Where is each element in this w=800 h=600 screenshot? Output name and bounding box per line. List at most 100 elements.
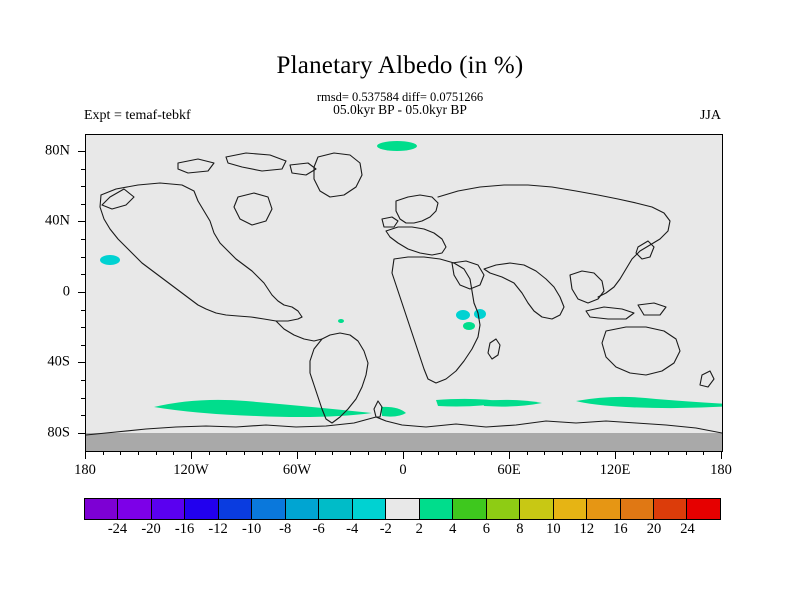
y-axis-label-40n: 40N	[45, 212, 70, 229]
coastline-central-america	[275, 320, 323, 342]
x-tick-minor	[580, 451, 581, 455]
coastline-south-america	[309, 332, 369, 424]
y-tick-minor	[81, 398, 85, 399]
colorbar-segment-9	[386, 499, 420, 519]
patch-brazil-coast	[338, 319, 344, 323]
x-tick-major-180w	[85, 451, 86, 459]
page-title: Planetary Albedo (in %)	[276, 52, 524, 79]
season-label: JJA	[699, 108, 721, 123]
colorbar-segment-7	[319, 499, 353, 519]
colorbar-label-neg20: -20	[141, 521, 161, 537]
colorbar-segment-13	[520, 499, 554, 519]
colorbar-segment-1	[118, 499, 152, 519]
colorbar-label-20: 20	[646, 521, 662, 537]
x-tick-minor	[562, 451, 563, 455]
x-tick-minor	[633, 451, 634, 455]
colorbar-segment-3	[185, 499, 219, 519]
x-tick-major-120w	[191, 451, 192, 459]
coastline-alaska	[101, 188, 135, 210]
x-tick-minor	[438, 451, 439, 455]
coastline-north-america-east	[100, 182, 303, 318]
x-tick-minor	[156, 451, 157, 455]
y-axis-label-80s: 80S	[47, 424, 70, 441]
x-tick-minor	[597, 451, 598, 455]
colorbar-segment-14	[553, 499, 588, 519]
coastline-arctic-archipelago	[225, 152, 287, 172]
x-tick-minor	[385, 451, 386, 455]
y-tick-major-40s	[78, 362, 85, 363]
coastline-hudson-bay	[233, 192, 273, 226]
x-axis-label-120w: 120W	[173, 462, 209, 478]
colorbar-segment-0	[85, 499, 119, 519]
coastline-madagascar	[487, 338, 501, 360]
colorbar-label-neg10: -10	[241, 521, 262, 537]
coastline-british-isles	[381, 216, 399, 228]
coastline-australia	[601, 326, 681, 376]
coastline-asia-north	[437, 184, 671, 298]
colorbar-label-10: 10	[546, 521, 561, 537]
colorbar-segment-12	[486, 499, 521, 519]
coastline-arabia	[451, 260, 485, 290]
coastline-north-america-west	[99, 194, 303, 322]
y-tick-minor	[81, 310, 85, 311]
x-tick-minor	[332, 451, 333, 455]
y-tick-minor	[81, 415, 85, 416]
colorbar-label-neg2: -2	[379, 521, 392, 537]
coastline-arctic-islands-east	[289, 162, 317, 176]
statistics-subtitle: rmsd= 0.537584 diff= 0.0751266	[316, 90, 484, 104]
patch-africa-east	[474, 309, 486, 319]
patch-southern-ocean-australia	[576, 396, 722, 409]
data-patches	[100, 141, 722, 417]
coastline-antarctica	[86, 416, 722, 436]
y-tick-minor	[81, 257, 85, 258]
colorbar-segment-8	[352, 499, 387, 519]
x-tick-minor	[103, 451, 104, 455]
coastline-southeast-asia	[569, 270, 605, 304]
period-subtitle: 05.0kyr BP - 05.0kyr BP	[333, 102, 467, 117]
x-tick-minor	[421, 451, 422, 455]
colorbar-segment-15	[587, 499, 621, 519]
world-map-svg	[86, 135, 722, 451]
coastline-antarctic-peninsula	[373, 400, 383, 418]
y-axis-label-0: 0	[62, 283, 70, 300]
x-tick-minor	[544, 451, 545, 455]
coastline-new-guinea	[637, 302, 667, 316]
coastline-greenland	[313, 152, 363, 198]
x-tick-major-180e	[721, 451, 722, 459]
experiment-label: Expt = temaf-tebkf	[84, 108, 191, 123]
coastline-scandinavia	[395, 194, 439, 224]
x-axis-label-0: 0	[399, 462, 407, 478]
x-tick-minor	[350, 451, 351, 455]
y-tick-minor	[81, 380, 85, 381]
patch-africa-west	[456, 310, 470, 320]
y-tick-minor	[81, 345, 85, 346]
x-tick-minor	[650, 451, 651, 455]
x-tick-minor	[138, 451, 139, 455]
colorbar-label-neg8: -8	[279, 521, 292, 537]
coastline-europe-mediterranean	[385, 226, 447, 256]
coastline-africa	[391, 256, 481, 384]
x-tick-minor	[244, 451, 245, 455]
colorbar-label-neg6: -6	[312, 521, 325, 537]
y-tick-major-80n	[78, 151, 85, 152]
colorbar-label-neg16: -16	[174, 521, 195, 537]
x-tick-minor	[120, 451, 121, 455]
coastline-japan	[635, 240, 655, 260]
x-tick-minor	[527, 451, 528, 455]
x-tick-major-60e	[509, 451, 510, 459]
x-tick-minor	[456, 451, 457, 455]
y-tick-major-80s	[78, 433, 85, 434]
patch-southern-ocean-indian	[482, 399, 542, 407]
x-axis-label-60e: 60E	[497, 462, 521, 478]
colorbar-segment-6	[285, 499, 320, 519]
coastline-india	[483, 262, 565, 320]
x-tick-major-0	[403, 451, 404, 459]
y-tick-major-0	[78, 292, 85, 293]
patch-central-pacific	[100, 255, 120, 265]
colorbar-label-6: 6	[482, 521, 490, 537]
x-tick-minor	[315, 451, 316, 455]
colorbar-segment-2	[151, 499, 186, 519]
x-tick-minor	[686, 451, 687, 455]
x-tick-minor	[226, 451, 227, 455]
